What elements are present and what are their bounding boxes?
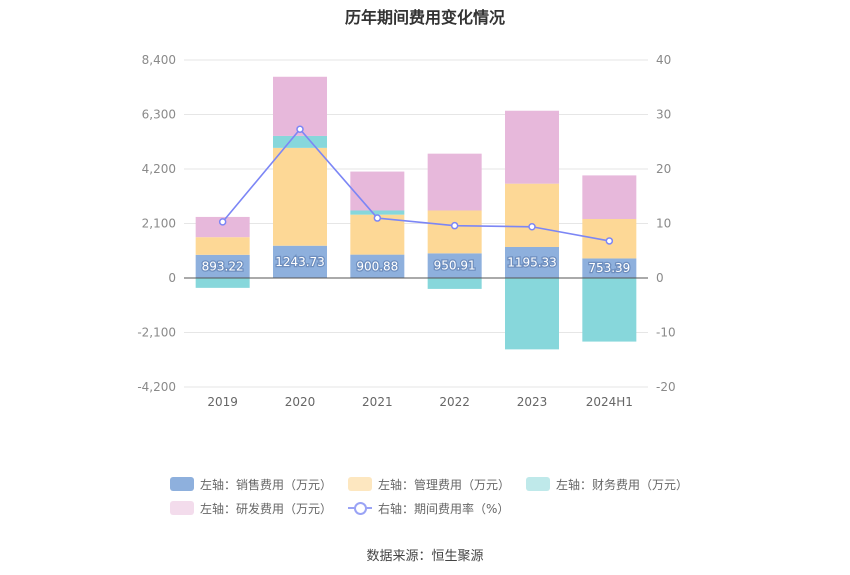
bar-rd — [350, 171, 405, 211]
legend-item-admin[interactable]: 左轴：管理费用（万元） — [348, 476, 510, 493]
y-right-tick-label: 30 — [656, 108, 671, 122]
bar-finance — [505, 278, 559, 350]
legend-label-finance: 左轴：财务费用（万元） — [556, 477, 689, 492]
y-left-tick-label: -4,200 — [137, 380, 176, 394]
bar-rd — [505, 110, 559, 184]
expense-ratio-point — [218, 218, 227, 226]
y-left-tick-label: 4,200 — [142, 162, 176, 176]
bar-finance — [350, 210, 405, 215]
y-right-tick-label: 10 — [656, 217, 671, 231]
data-source: 数据来源：恒生聚源 — [366, 549, 484, 564]
x-tick-label: 2019 — [207, 395, 238, 409]
bar-sales — [505, 246, 559, 278]
y-right-tick-label: -20 — [656, 380, 676, 394]
legend-swatch-rd — [170, 501, 194, 515]
y-left-tick-label: 0 — [168, 271, 176, 285]
y-right-tick-label: 20 — [656, 162, 671, 176]
data-label-sales: 753.39 — [588, 261, 630, 275]
bar-rd — [195, 216, 250, 238]
legend-item-expense-ratio[interactable]: 右轴：期间费用率（%） — [348, 500, 509, 517]
expense-ratio-point — [605, 237, 614, 245]
legend: 左轴：销售费用（万元） 左轴：管理费用（万元） 左轴：财务费用（万元） 左轴：研… — [170, 472, 690, 520]
expense-ratio-point — [450, 221, 459, 230]
y-right-tick-label: -10 — [656, 326, 676, 340]
bar-admin — [427, 210, 482, 254]
x-tick-label: 2023 — [517, 395, 548, 409]
legend-label-admin: 左轴：管理费用（万元） — [378, 477, 511, 492]
expense-ratio-point — [528, 223, 536, 231]
data-label-sales: 1243.73 — [275, 255, 325, 269]
bar-rd — [427, 153, 482, 211]
legend-item-rd[interactable]: 左轴：研发费用（万元） — [170, 500, 332, 517]
bar-finance — [427, 278, 482, 289]
data-label-sales: 900.88 — [356, 259, 398, 273]
expense-ratio-point — [296, 125, 304, 133]
y-left-tick-label: 8,400 — [142, 53, 176, 67]
bar-admin — [195, 237, 250, 255]
legend-item-finance[interactable]: 左轴：财务费用（万元） — [526, 476, 688, 493]
y-left-tick-label: 6,300 — [142, 108, 176, 122]
bar-rd — [582, 175, 637, 220]
bar-sales — [273, 245, 327, 278]
bar-sales — [427, 253, 482, 278]
bar-admin — [273, 147, 327, 246]
legend-swatch-admin — [348, 477, 373, 491]
expense-ratio-point — [373, 214, 382, 222]
y-left-tick-label: 2,100 — [142, 217, 176, 231]
x-tick-label: 2021 — [362, 395, 393, 409]
chart-title: 历年期间费用变化情况 — [344, 8, 505, 27]
legend-label-sales: 左轴：销售费用（万元） — [200, 477, 333, 492]
x-tick-label: 2020 — [285, 395, 316, 409]
bar-finance — [273, 135, 327, 148]
expense-ratio-line — [222, 127, 610, 242]
bar-sales — [582, 258, 637, 278]
legend-swatch-finance — [526, 477, 551, 491]
legend-label-expense-ratio: 右轴：期间费用率（%） — [378, 501, 510, 516]
legend-swatch-sales — [170, 477, 194, 491]
data-label-sales: 1195.33 — [507, 255, 557, 269]
data-label-sales: 893.22 — [202, 259, 244, 273]
bar-finance — [582, 278, 637, 342]
bar-finance — [195, 278, 250, 288]
chart-plot: 8,400 40 6,300 30 4,200 20 2,100 10 0 0 -2,100 -10 -… — [137, 53, 676, 409]
bar-sales — [195, 254, 250, 278]
data-label-sales: 950.91 — [434, 259, 476, 273]
legend-swatch-expense-ratio — [348, 501, 373, 515]
y-right-tick-label: 0 — [656, 271, 664, 285]
x-tick-label: 2024H1 — [586, 395, 633, 409]
x-tick-label: 2022 — [439, 395, 470, 409]
legend-label-rd: 左轴：研发费用（万元） — [200, 501, 333, 516]
y-left-tick-label: -2,100 — [137, 326, 176, 340]
bar-sales — [350, 254, 405, 278]
legend-item-sales[interactable]: 左轴：销售费用（万元） — [170, 476, 332, 493]
y-right-tick-label: 40 — [656, 53, 671, 67]
bar-admin — [505, 183, 559, 247]
